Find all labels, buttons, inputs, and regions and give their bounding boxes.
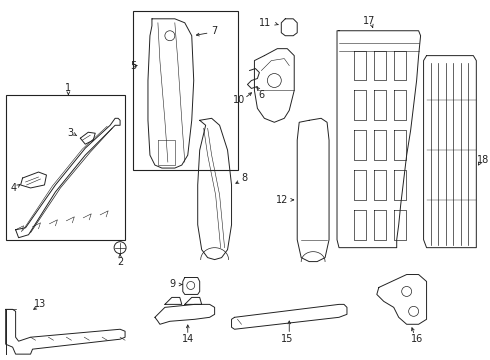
Bar [133,11,238,170]
Text: 6: 6 [258,90,265,100]
Text: 2: 2 [117,257,123,267]
Text: 14: 14 [182,334,194,344]
Text: 11: 11 [259,18,271,28]
Text: 17: 17 [363,16,375,26]
Text: 7: 7 [212,26,218,36]
Text: 18: 18 [477,155,490,165]
Text: 9: 9 [170,279,176,289]
Text: 3: 3 [67,128,74,138]
Text: 13: 13 [34,300,47,309]
Text: 5: 5 [130,60,136,71]
Text: 4: 4 [11,183,17,193]
Text: 12: 12 [276,195,289,205]
Text: 8: 8 [242,173,247,183]
Text: 16: 16 [411,334,423,344]
Text: 1: 1 [65,84,72,94]
Bar [6,95,125,240]
Text: 15: 15 [281,334,294,344]
Text: 10: 10 [233,95,245,105]
